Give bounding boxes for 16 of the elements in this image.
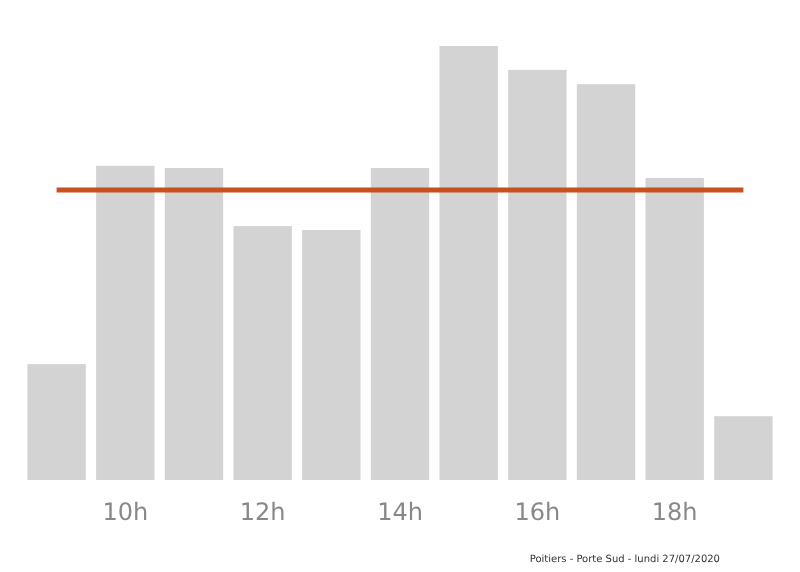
bar <box>645 177 704 480</box>
bar <box>233 226 292 480</box>
x-tick-label: 12h <box>239 498 286 526</box>
bar <box>302 230 361 480</box>
bar <box>27 364 86 480</box>
bar <box>164 167 224 480</box>
bar <box>96 165 155 480</box>
bar <box>508 69 567 480</box>
x-tick-label: 16h <box>514 498 561 526</box>
x-tick-label: 10h <box>102 498 149 526</box>
bar <box>576 84 636 480</box>
bar <box>714 416 773 480</box>
x-tick-label: 18h <box>651 498 698 526</box>
bar <box>370 167 430 480</box>
x-tick-label: 14h <box>377 498 423 526</box>
bar <box>439 46 498 480</box>
